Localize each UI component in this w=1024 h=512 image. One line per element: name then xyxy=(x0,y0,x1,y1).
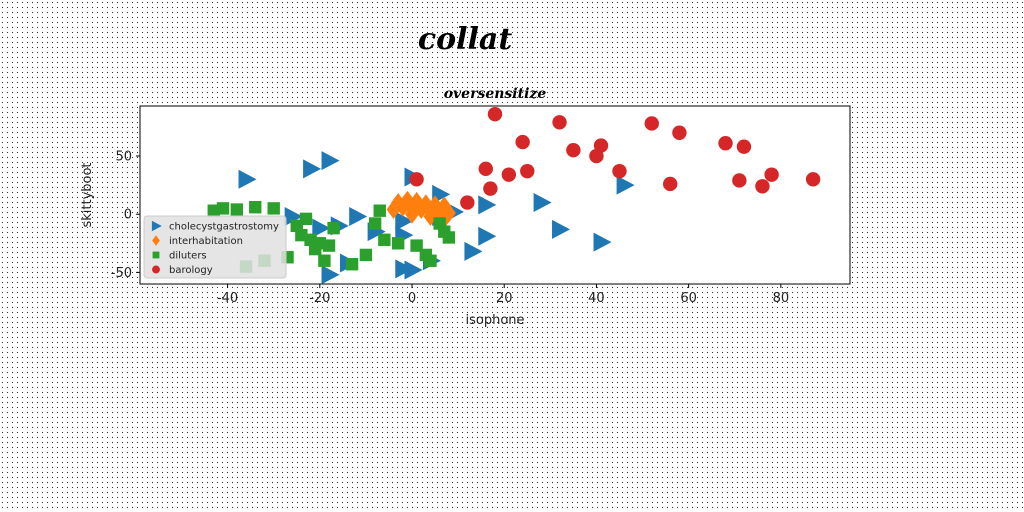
x-axis-ticks: -40 -20 0 20 40 60 80 xyxy=(217,284,789,306)
data-point-cholecystgastrostomy-7 xyxy=(478,226,497,246)
data-point-barology-21 xyxy=(805,172,821,187)
data-point-diluters-12 xyxy=(345,258,359,271)
data-point-interhabitation-13 xyxy=(405,204,420,224)
data-point-diluters-3 xyxy=(249,201,262,214)
legend-marker-cholecystgastrostomy xyxy=(151,220,162,232)
data-point-diluters-26 xyxy=(299,212,313,226)
data-point-barology-1 xyxy=(552,115,567,130)
legend-marker-barology xyxy=(152,265,160,274)
y-tick-label: 0 xyxy=(124,208,132,223)
data-point-barology-8 xyxy=(566,143,581,158)
legend: cholecystgastrostomy interhabitation dilut… xyxy=(143,215,287,279)
data-point-diluters-15 xyxy=(373,204,386,217)
data-point-cholecystgastrostomy-8 xyxy=(533,193,552,213)
data-point-cholecystgastrostomy-22 xyxy=(284,207,303,227)
data-point-cholecystgastrostomy-25 xyxy=(395,211,414,231)
data-point-barology-2 xyxy=(515,134,530,150)
data-point-cholecystgastrostomy-12 xyxy=(349,207,368,227)
data-point-barology-0 xyxy=(487,106,503,122)
y-tick-label: -50 xyxy=(111,266,132,281)
data-point-barology-9 xyxy=(589,148,604,164)
data-point-diluters-10 xyxy=(308,242,322,256)
data-point-diluters-1 xyxy=(216,202,230,215)
data-point-barology-13 xyxy=(520,163,535,179)
data-point-barology-7 xyxy=(736,139,752,154)
data-point-diluters-2 xyxy=(230,203,244,216)
data-point-diluters-4 xyxy=(267,202,280,215)
data-point-barology-6 xyxy=(718,136,733,151)
data-point-diluters-16 xyxy=(378,233,391,246)
x-tick-label: 60 xyxy=(680,291,697,306)
data-point-cholecystgastrostomy-17 xyxy=(395,259,414,279)
x-tick-label: -40 xyxy=(217,291,238,306)
data-point-barology-4 xyxy=(644,116,659,131)
data-point-diluters-14 xyxy=(368,217,382,230)
x-tick-label: 80 xyxy=(773,291,790,306)
data-point-barology-16 xyxy=(612,163,627,179)
data-point-cholecystgastrostomy-6 xyxy=(478,195,497,215)
data-point-diluters-13 xyxy=(359,248,373,262)
data-point-interhabitation-12 xyxy=(386,200,401,220)
data-marks xyxy=(207,106,821,285)
legend-label: diluters xyxy=(169,251,207,262)
x-axis-label: isophone xyxy=(465,313,524,328)
data-point-barology-5 xyxy=(672,125,687,140)
data-point-diluters-17 xyxy=(391,237,405,250)
data-point-barology-11 xyxy=(483,181,498,196)
data-point-cholecystgastrostomy-2 xyxy=(321,151,340,171)
legend-label: cholecystgastrostomy xyxy=(169,222,279,233)
x-tick-label: 40 xyxy=(588,291,605,306)
data-point-barology-20 xyxy=(764,167,779,182)
data-point-cholecystgastrostomy-23 xyxy=(321,265,340,285)
data-point-cholecystgastrostomy-18 xyxy=(404,260,423,280)
data-point-diluters-18 xyxy=(410,239,423,252)
legend-marker-diluters xyxy=(152,251,160,259)
data-point-diluters-20 xyxy=(424,254,437,267)
data-point-barology-18 xyxy=(732,173,747,188)
data-point-interhabitation-6 xyxy=(395,197,410,217)
x-tick-label: 0 xyxy=(408,291,416,306)
data-point-cholecystgastrostomy-9 xyxy=(552,219,571,239)
data-point-diluters-23 xyxy=(442,231,456,244)
legend-marker-interhabitation xyxy=(152,235,160,246)
chart-title: oversensitize xyxy=(444,86,547,102)
x-tick-label: -20 xyxy=(309,291,330,306)
data-point-diluters-11 xyxy=(327,221,340,235)
data-point-cholecystgastrostomy-11 xyxy=(616,175,635,195)
x-tick-label: 20 xyxy=(496,291,513,306)
legend-frame xyxy=(143,215,287,279)
legend-label: barology xyxy=(169,265,213,276)
data-point-barology-10 xyxy=(478,161,493,177)
data-point-barology-15 xyxy=(409,172,424,187)
data-point-barology-14 xyxy=(460,195,475,210)
data-point-diluters-9 xyxy=(318,254,331,267)
figure-title: collat xyxy=(417,22,513,57)
data-point-cholecystgastrostomy-21 xyxy=(464,241,483,261)
data-point-barology-17 xyxy=(662,176,678,192)
y-axis-label: skittyboot xyxy=(80,162,95,227)
data-point-cholecystgastrostomy-1 xyxy=(303,159,322,179)
data-point-cholecystgastrostomy-10 xyxy=(593,232,612,252)
data-point-cholecystgastrostomy-0 xyxy=(238,169,257,189)
data-point-cholecystgastrostomy-14 xyxy=(312,218,331,238)
data-point-barology-12 xyxy=(501,167,517,182)
y-tick-label: 50 xyxy=(115,150,132,165)
data-point-diluters-8 xyxy=(322,239,336,252)
legend-label: interhabitation xyxy=(169,236,243,247)
y-axis-ticks: -50 0 50 xyxy=(111,150,140,281)
data-point-barology-19 xyxy=(755,179,770,194)
